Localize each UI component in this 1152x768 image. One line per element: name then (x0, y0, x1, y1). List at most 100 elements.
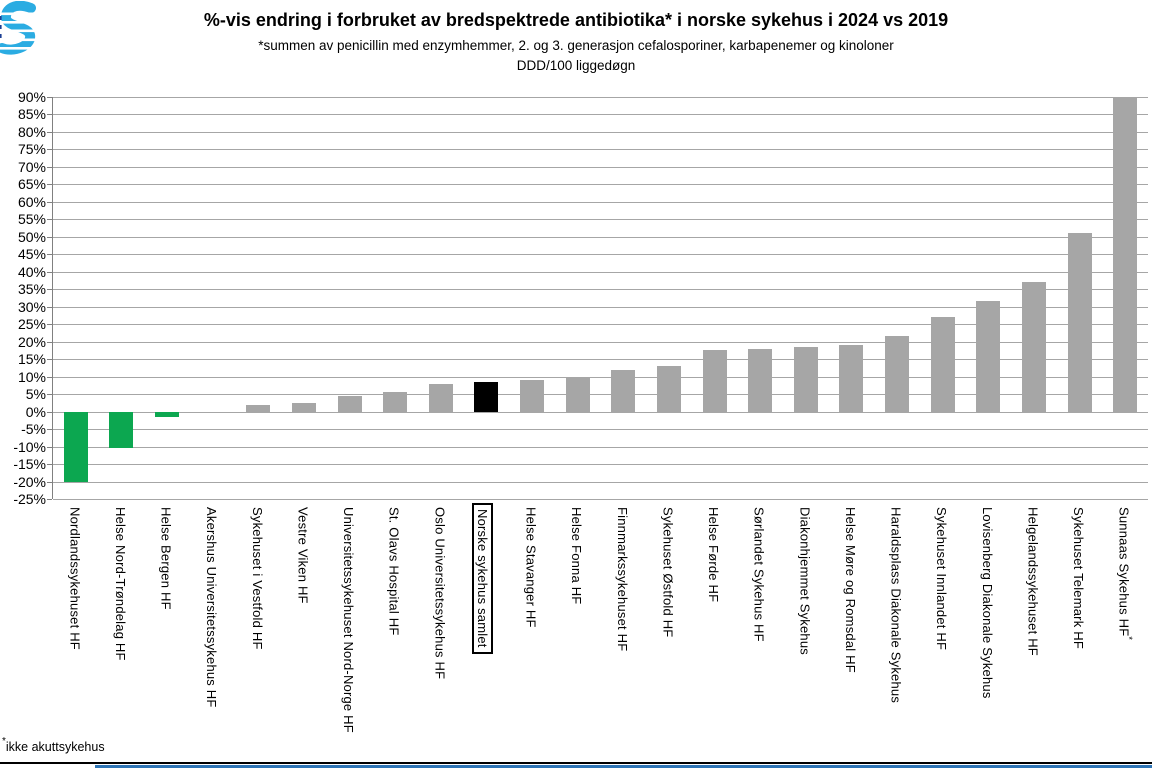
x-axis-label: Lovisenberg Diakonale Sykehus (979, 507, 995, 699)
y-axis-tick (47, 376, 52, 378)
chart-bar (1113, 97, 1138, 412)
plot-area (52, 97, 1148, 500)
gridline (53, 271, 1148, 273)
gridline (53, 114, 1148, 116)
gridline (53, 429, 1148, 431)
y-axis-tick (47, 394, 52, 396)
y-axis-tick (47, 446, 52, 448)
gridline (53, 481, 1148, 483)
footnote-asterisk: * (2, 736, 6, 747)
gridline (53, 376, 1148, 378)
gridline (53, 131, 1148, 133)
chart-bar (565, 376, 590, 412)
x-axis-label: Akershus Universitetssykehus HF (204, 507, 220, 708)
y-axis-tick-label: 80% (17, 123, 46, 140)
y-axis-tick-label: 75% (17, 141, 46, 158)
y-axis-tick-label: -25% (13, 491, 46, 507)
x-axis-label: Helse Møre og Romsdal HF (842, 507, 858, 673)
chart-bar (246, 404, 271, 412)
y-axis-tick (47, 184, 52, 186)
organization-logo (0, 1, 41, 57)
gridline (53, 411, 1148, 413)
logo-s-icon (0, 1, 41, 55)
y-axis-tick-label: -20% (13, 473, 46, 490)
y-axis-tick (47, 236, 52, 238)
gridline (53, 201, 1148, 203)
y-axis-tick-label: 30% (17, 298, 46, 315)
x-axis-label: Finnmarkssykehuset HF (614, 507, 630, 652)
y-axis-tick (47, 131, 52, 133)
gridline (53, 394, 1148, 396)
chart-bar (656, 366, 681, 412)
y-axis-tick-label: 45% (17, 246, 46, 263)
x-axis-label: Vestre Viken HF (295, 507, 311, 604)
gridline (53, 236, 1148, 238)
chart-bar (930, 317, 955, 412)
y-axis-tick (47, 481, 52, 483)
chart-bar (474, 381, 499, 412)
chart-bar (1067, 233, 1092, 412)
y-axis-tick-label: -15% (13, 456, 46, 473)
gridline (53, 184, 1148, 186)
gridline (53, 324, 1148, 326)
chart-bar (383, 392, 408, 412)
y-axis-tick (47, 149, 52, 151)
chart-bar (839, 345, 864, 412)
chart-bar (520, 380, 545, 412)
y-axis-tick-label: 50% (17, 228, 46, 245)
x-axis-label: Nordlandssykehuset HF (67, 507, 83, 650)
y-axis-tick-label: 10% (17, 368, 46, 385)
x-axis-label: Helgelandssykehuset HF (1025, 507, 1041, 656)
x-axis-label: Oslo Universitetssykehus HF (432, 507, 448, 680)
y-axis-tick (47, 306, 52, 308)
x-axis-label: Helse Stavanger HF (523, 507, 539, 628)
y-axis-tick (47, 97, 52, 98)
chart-bar (611, 369, 636, 412)
gridline (53, 97, 1148, 98)
gridline (53, 149, 1148, 151)
y-axis-tick-label: 55% (17, 211, 46, 228)
chart-bar (291, 402, 316, 412)
y-axis-tick (47, 114, 52, 116)
y-axis-tick (47, 324, 52, 326)
chart-bar (155, 411, 180, 417)
y-axis-tick (47, 166, 52, 168)
x-axis-label: Sykehuset i Vestfold HF (249, 507, 265, 650)
y-axis-tick-label: 70% (17, 158, 46, 175)
gridline (53, 359, 1148, 361)
y-axis-tick (47, 411, 52, 413)
gridline (53, 499, 1148, 500)
x-axis-label: Sykehuset Østfold HF (660, 507, 676, 638)
gridline (53, 254, 1148, 256)
bottom-border-line (0, 762, 1152, 764)
chart-bar (428, 383, 453, 412)
y-axis-tick-label: -5% (21, 421, 46, 438)
x-axis-label: Sykehuset Telemark HF (1071, 507, 1087, 649)
chart-bar (702, 350, 727, 412)
x-axis-label: Helse Fonna HF (569, 507, 585, 605)
gridline (53, 464, 1148, 466)
chart-bar (1021, 282, 1046, 412)
chart-bar (63, 411, 88, 482)
y-axis-tick-label: 0% (25, 403, 46, 420)
y-axis-tick (47, 201, 52, 203)
chart-unit-line: DDD/100 liggedøgn (516, 58, 636, 73)
gridline (53, 166, 1148, 168)
x-axis-label: Sørlandet Sykehus HF (751, 507, 767, 642)
y-axis-tick-label: 25% (17, 316, 46, 333)
gridline (53, 341, 1148, 343)
x-axis-label: Helse Førde HF (706, 507, 722, 603)
y-axis-tick-label: 60% (17, 193, 46, 210)
x-axis-label: St. Olavs Hospital HF (386, 507, 402, 636)
y-axis-tick (47, 271, 52, 273)
chart-header: %-vis endring i forbruket av bredspektre… (0, 10, 1152, 73)
y-axis-tick-label: 5% (25, 386, 46, 403)
x-axis-label: Sunnaas Sykehus HF* (1116, 507, 1135, 641)
chart-bar (748, 348, 773, 412)
gridline (53, 289, 1148, 291)
bottom-blue-strip (95, 764, 1152, 768)
y-axis-tick (47, 499, 52, 500)
y-axis-tick (47, 464, 52, 466)
chart-bar (976, 301, 1001, 412)
chart-bar (109, 411, 134, 449)
